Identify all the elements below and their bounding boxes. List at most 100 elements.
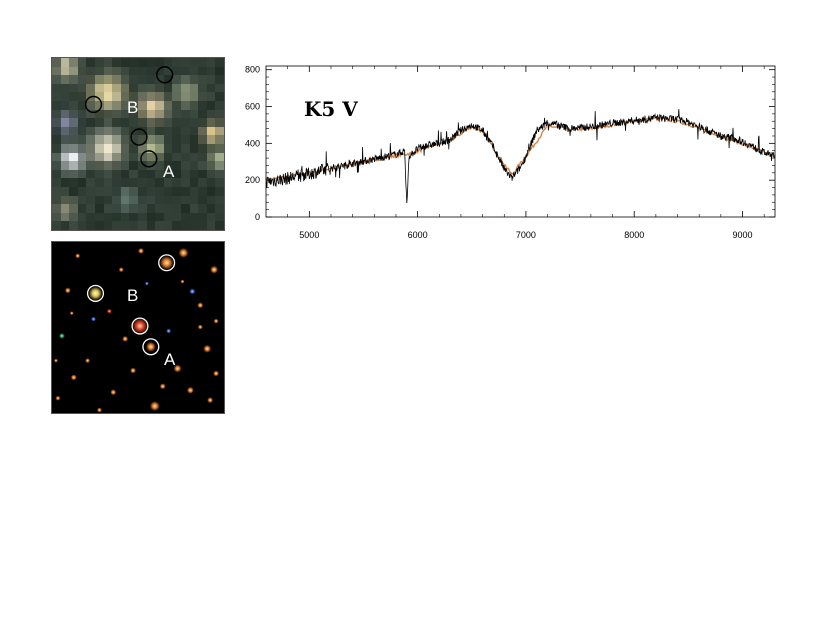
image-pixel bbox=[172, 83, 181, 93]
image-pixel bbox=[215, 92, 224, 101]
top-apertures bbox=[84, 66, 174, 168]
image-pixel bbox=[181, 204, 190, 213]
y-tick-label: 600 bbox=[245, 102, 260, 112]
image-pixel bbox=[163, 212, 173, 222]
image-pixel bbox=[103, 187, 113, 196]
x-tick-label: 5000 bbox=[299, 230, 319, 240]
image-pixel bbox=[189, 58, 199, 67]
image-pixel bbox=[215, 101, 224, 110]
image-pixel bbox=[103, 204, 113, 213]
image-pixel bbox=[206, 221, 216, 230]
image-pixel bbox=[69, 83, 78, 93]
image-pixel bbox=[103, 118, 113, 127]
image-pixel bbox=[95, 178, 104, 187]
image-pixel bbox=[60, 75, 70, 84]
image-pixel bbox=[103, 135, 113, 144]
image-pixel bbox=[163, 83, 173, 93]
image-pixel bbox=[189, 187, 199, 196]
image-pixel bbox=[155, 118, 164, 127]
image-pixel bbox=[86, 169, 95, 179]
image-pixel bbox=[155, 212, 164, 222]
image-pixel bbox=[69, 221, 78, 230]
field-star bbox=[132, 318, 148, 334]
label-b: B bbox=[127, 286, 139, 305]
image-pixel bbox=[206, 169, 216, 179]
image-pixel bbox=[77, 118, 87, 127]
image-pixel bbox=[52, 66, 61, 76]
image-pixel bbox=[189, 118, 199, 127]
aperture-circle-a bbox=[140, 150, 158, 168]
image-pixel bbox=[206, 195, 216, 205]
image-pixel bbox=[163, 75, 173, 84]
image-pixel bbox=[60, 169, 70, 179]
image-pixel bbox=[129, 152, 138, 162]
image-pixel bbox=[163, 135, 173, 144]
image-pixel bbox=[86, 66, 95, 76]
image-pixel bbox=[155, 126, 164, 136]
field-star bbox=[85, 358, 91, 364]
image-pixel bbox=[103, 152, 113, 162]
image-pixel bbox=[172, 66, 181, 76]
field-star bbox=[213, 370, 220, 377]
image-pixel bbox=[52, 169, 61, 179]
image-pixel bbox=[103, 83, 113, 93]
image-pixel bbox=[138, 144, 147, 153]
field-star bbox=[203, 344, 212, 353]
field-star bbox=[88, 286, 103, 301]
image-pixel bbox=[60, 212, 70, 222]
image-pixel bbox=[129, 58, 138, 67]
x-tick-label: 9000 bbox=[732, 230, 752, 240]
image-pixel bbox=[129, 187, 138, 196]
image-pixel bbox=[215, 221, 224, 230]
image-pixel bbox=[138, 161, 147, 170]
image-pixel bbox=[129, 144, 138, 153]
image-pixel bbox=[163, 144, 173, 153]
image-pixel bbox=[60, 204, 70, 213]
image-pixel bbox=[103, 221, 113, 230]
image-pixel bbox=[198, 187, 207, 196]
image-pixel bbox=[155, 83, 164, 93]
image-pixel bbox=[69, 92, 78, 101]
image-pixel bbox=[69, 187, 78, 196]
label-a: A bbox=[163, 162, 175, 181]
image-pixel bbox=[103, 109, 113, 119]
image-pixel bbox=[163, 204, 173, 213]
y-tick-label: 0 bbox=[255, 212, 260, 222]
image-pixel bbox=[52, 58, 61, 67]
image-pixel bbox=[95, 169, 104, 179]
image-pixel bbox=[198, 161, 207, 170]
image-pixel bbox=[206, 135, 216, 144]
image-pixel bbox=[163, 195, 173, 205]
image-pixel bbox=[146, 195, 156, 205]
image-pixel bbox=[112, 144, 121, 153]
star-field bbox=[53, 247, 220, 413]
image-pixel bbox=[146, 178, 156, 187]
image-pixel bbox=[155, 152, 164, 162]
image-pixel bbox=[77, 187, 87, 196]
image-pixel bbox=[112, 161, 121, 170]
image-pixel bbox=[215, 58, 224, 67]
field-star bbox=[178, 247, 189, 258]
image-pixel bbox=[215, 135, 224, 144]
image-pixel bbox=[52, 118, 61, 127]
image-pixel bbox=[77, 101, 87, 110]
image-pixel bbox=[129, 101, 138, 110]
field-star bbox=[130, 367, 137, 374]
image-pixel bbox=[138, 152, 147, 162]
image-pixel bbox=[95, 101, 104, 110]
image-pixel bbox=[129, 212, 138, 222]
image-pixel bbox=[112, 169, 121, 179]
image-pixel bbox=[163, 109, 173, 119]
image-pixel bbox=[138, 101, 147, 110]
label-b: B bbox=[127, 98, 139, 117]
image-pixel bbox=[86, 126, 95, 136]
image-pixel bbox=[146, 169, 156, 179]
image-pixel bbox=[103, 169, 113, 179]
image-pixel bbox=[86, 83, 95, 93]
image-pixel bbox=[189, 161, 199, 170]
aperture-circle-b bbox=[84, 95, 103, 114]
image-pixel bbox=[129, 195, 138, 205]
image-pixel bbox=[103, 101, 113, 110]
image-pixel bbox=[77, 66, 87, 76]
image-pixel bbox=[181, 169, 190, 179]
